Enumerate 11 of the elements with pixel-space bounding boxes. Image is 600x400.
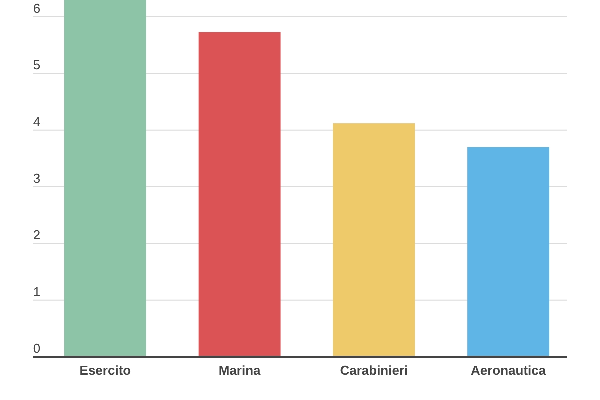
y-tick-label: 2 — [33, 228, 41, 243]
x-tick-label: Carabinieri — [340, 363, 408, 378]
x-tick-label: Marina — [218, 363, 262, 378]
y-tick-label: 3 — [33, 171, 41, 186]
y-tick-label: 5 — [33, 58, 41, 73]
y-tick-label: 1 — [33, 284, 41, 300]
x-tick-label: Esercito — [80, 363, 132, 378]
x-tick-label: Aeronautica — [470, 363, 547, 378]
y-tick-label: 6 — [33, 1, 41, 16]
y-tick-label: 4 — [33, 114, 41, 130]
y-tick-label: 0 — [33, 341, 41, 356]
